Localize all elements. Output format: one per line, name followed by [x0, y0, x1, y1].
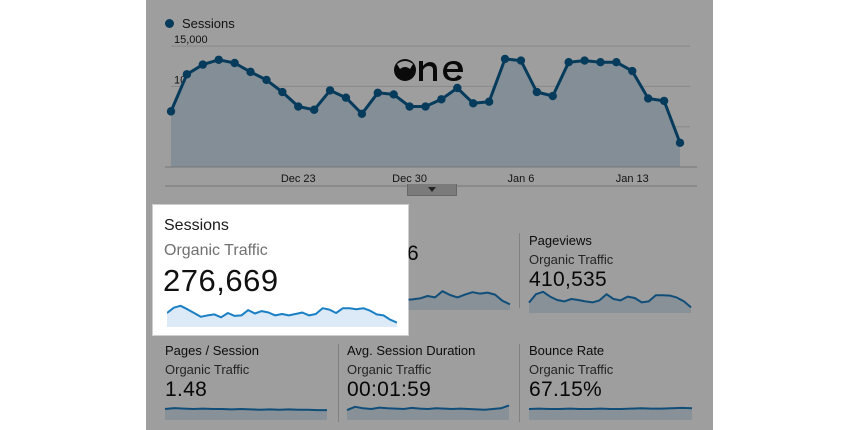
sparkline-line — [167, 304, 397, 324]
metric-value: 1.48 — [165, 378, 208, 401]
data-point[interactable] — [580, 56, 589, 65]
x-tick-label: Jan 6 — [507, 173, 534, 185]
sparkline-line — [164, 407, 327, 412]
metric-value: 00:01:59 — [347, 378, 432, 401]
data-point[interactable] — [357, 109, 367, 118]
sparkline-area — [347, 405, 509, 420]
sparkline-area — [165, 408, 327, 420]
data-point[interactable] — [214, 55, 223, 64]
data-point[interactable] — [453, 83, 462, 93]
sparkline-area — [529, 407, 692, 420]
x-tick-label: Dec 30 — [392, 173, 427, 185]
data-point[interactable] — [564, 57, 573, 67]
metric-sparkline — [346, 404, 510, 420]
one-brand-logo — [394, 59, 463, 81]
data-point[interactable] — [469, 99, 478, 108]
sparkline-line — [346, 404, 510, 412]
x-tick-label: Dec 23 — [281, 173, 316, 185]
metric-title: Sessions — [164, 217, 229, 234]
legend-series-marker — [165, 18, 174, 28]
data-point[interactable] — [373, 88, 382, 98]
metric-title: Pages / Session — [165, 343, 259, 358]
data-point[interactable] — [532, 87, 542, 97]
metric-title: Bounce Rate — [529, 343, 605, 358]
metric-value: 67.15% — [529, 378, 603, 401]
sparkline-line — [528, 406, 693, 410]
column-divider — [338, 344, 339, 422]
data-point[interactable] — [675, 138, 685, 148]
highlighted-metric-card-sessions[interactable]: Sessions Organic Traffic 276,669 — [153, 205, 408, 335]
chevron-down-icon — [428, 187, 436, 192]
metric-subtitle: Organic Traffic — [347, 362, 432, 377]
metric-subtitle: Organic Traffic — [529, 252, 614, 267]
data-point[interactable] — [341, 93, 351, 102]
data-point[interactable] — [643, 94, 653, 103]
metric-card-bounce-rate[interactable]: Bounce Rate Organic Traffic 67.15% — [528, 343, 693, 423]
metric-value: 276,669 — [163, 263, 279, 298]
data-point[interactable] — [628, 66, 637, 76]
data-point[interactable] — [262, 75, 271, 85]
x-tick-label: Jan 13 — [616, 173, 649, 185]
chart-legend[interactable]: Sessions — [165, 14, 235, 32]
data-point[interactable] — [309, 105, 319, 114]
data-point[interactable] — [500, 54, 510, 64]
data-point[interactable] — [278, 87, 287, 97]
data-point[interactable] — [421, 102, 430, 111]
metric-sparkline — [164, 407, 327, 420]
legend-series-label: Sessions — [182, 15, 235, 31]
data-point[interactable] — [612, 57, 621, 67]
metric-sparkline — [528, 290, 692, 313]
data-point[interactable] — [325, 86, 335, 95]
data-point[interactable] — [437, 95, 446, 104]
metric-sparkline — [528, 406, 693, 420]
data-point[interactable] — [659, 96, 669, 106]
data-point[interactable] — [294, 102, 303, 111]
data-point[interactable] — [182, 70, 192, 79]
metric-subtitle: Organic Traffic — [529, 362, 614, 377]
metric-value: 410,535 — [529, 268, 608, 291]
metric-subtitle: Organic Traffic — [165, 362, 250, 377]
data-point[interactable] — [548, 91, 557, 101]
metric-card-pageviews[interactable]: Pageviews Organic Traffic 410,535 — [528, 233, 694, 313]
metric-subtitle: Organic Traffic — [164, 242, 268, 259]
metric-title: Pageviews — [529, 233, 592, 248]
collapse-chart-toggle[interactable] — [407, 184, 457, 196]
metric-sparkline — [167, 304, 397, 327]
metric-card-pages-per-session[interactable]: Pages / Session Organic Traffic 1.48 — [164, 343, 327, 423]
data-point[interactable] — [405, 102, 414, 111]
data-point[interactable] — [596, 57, 605, 67]
data-point[interactable] — [198, 60, 208, 69]
data-point[interactable] — [230, 58, 239, 68]
data-point[interactable] — [484, 97, 494, 106]
y-tick-label: 15,000 — [174, 34, 208, 46]
metric-card-avg-session-duration[interactable]: Avg. Session Duration Organic Traffic 00… — [346, 343, 510, 423]
sessions-area — [171, 59, 680, 167]
data-point[interactable] — [246, 67, 255, 77]
column-divider — [519, 344, 520, 422]
data-point[interactable] — [389, 90, 398, 99]
data-point[interactable] — [516, 56, 526, 65]
sparkline-line — [528, 290, 692, 309]
data-point[interactable] — [166, 107, 176, 116]
sparkline-area — [529, 291, 691, 313]
metric-title: Avg. Session Duration — [347, 343, 476, 358]
column-divider — [519, 233, 520, 308]
